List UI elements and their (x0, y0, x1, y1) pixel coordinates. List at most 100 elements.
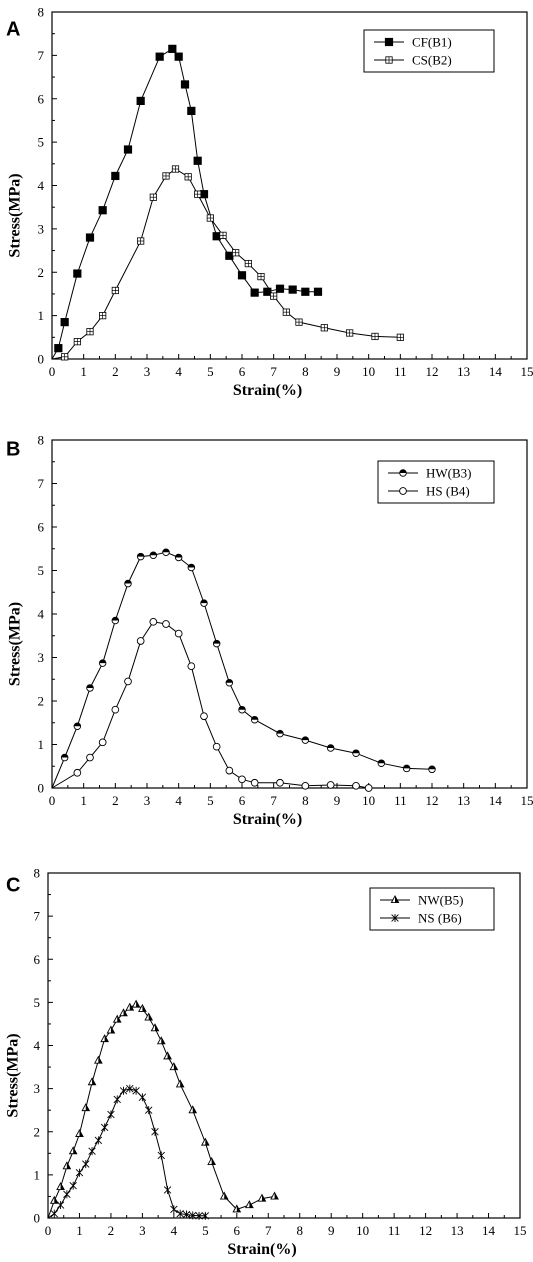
y-tick-label: 8 (34, 866, 41, 881)
data-point (168, 44, 177, 53)
x-tick-label: 14 (489, 364, 503, 379)
y-tick-label: 1 (34, 1167, 41, 1182)
data-point (275, 284, 285, 293)
data-point (326, 744, 335, 752)
data-point (86, 753, 94, 762)
data-point (207, 1157, 216, 1165)
data-point (85, 233, 95, 242)
data-point (82, 1160, 90, 1169)
data-point (138, 1003, 147, 1012)
series-1 (51, 44, 323, 360)
data-point (136, 637, 145, 645)
data-point (149, 617, 158, 626)
data-point (98, 738, 107, 747)
data-point (244, 259, 252, 268)
data-point (81, 1103, 91, 1112)
chart-panel-b: B0 1 2 3 4 5 6 7 8 9 10 11 12 13 14 15012345678Strain(%… (6, 433, 533, 829)
series-line (51, 551, 433, 789)
legend: HW(B3) HS (B4) (377, 460, 495, 504)
data-point (171, 165, 180, 173)
data-point (123, 145, 133, 154)
data-point (201, 1211, 210, 1220)
x-tick-label: 9 (334, 364, 341, 379)
x-tick-label: 13 (457, 793, 470, 808)
data-point (174, 629, 183, 638)
y-tick-label: 1 (38, 737, 45, 752)
x-tick-label: 0 (45, 1223, 52, 1238)
data-point (149, 551, 158, 560)
x-axis-title: Strain(%) (233, 811, 302, 828)
y-tick-label: 4 (38, 607, 45, 622)
data-point (94, 1136, 103, 1145)
panel-letter: B (6, 439, 20, 461)
x-tick-label: 1 (80, 364, 87, 379)
data-point (75, 1168, 84, 1177)
y-tick-label: 7 (38, 476, 45, 491)
data-point (182, 1210, 191, 1219)
data-point (144, 1106, 153, 1115)
legend-label: HW(B3) (426, 466, 472, 481)
data-point (301, 781, 310, 790)
x-tick-label: 4 (171, 1223, 178, 1238)
data-point (346, 329, 354, 337)
data-point (150, 1023, 160, 1032)
y-tick-label: 2 (38, 265, 45, 280)
y-tick-label: 7 (38, 48, 45, 63)
x-tick-label: 13 (451, 1223, 464, 1238)
data-point (250, 288, 259, 297)
x-tick-label: 2 (112, 793, 119, 808)
data-point (352, 781, 360, 790)
data-point (184, 173, 192, 181)
series-2 (47, 1084, 210, 1220)
data-point (257, 1193, 267, 1202)
x-tick-label: 3 (144, 793, 151, 808)
data-point (132, 1086, 140, 1095)
data-point (136, 552, 145, 561)
data-point (313, 287, 323, 296)
data-point (73, 722, 82, 730)
x-tick-label: 14 (482, 1223, 496, 1238)
data-point (73, 768, 82, 777)
data-point (54, 344, 63, 353)
data-point (124, 677, 132, 686)
data-point (75, 1128, 84, 1137)
series-2 (51, 617, 373, 792)
data-point (199, 190, 209, 199)
y-tick-label: 8 (38, 433, 45, 448)
y-tick-label: 5 (34, 995, 41, 1010)
data-point (301, 287, 310, 296)
x-tick-label: 10 (356, 1223, 369, 1238)
y-tick-label: 2 (34, 1124, 41, 1139)
data-point (174, 553, 183, 562)
legend: CF(B1) CS(B2) (363, 29, 495, 73)
data-point (187, 106, 196, 115)
data-point (371, 332, 379, 341)
series-line (51, 621, 369, 789)
data-point (225, 251, 234, 260)
data-point (98, 659, 107, 667)
x-tick-label: 3 (144, 364, 151, 379)
data-point (276, 778, 284, 787)
y-axis-title: Stress(MPa) (5, 1033, 22, 1117)
data-point (125, 1002, 135, 1011)
legend-marker (390, 895, 400, 904)
y-tick-label: 0 (38, 781, 45, 796)
data-point (301, 736, 310, 744)
data-point (138, 1093, 147, 1102)
data-point (276, 729, 284, 738)
data-point (60, 318, 69, 327)
x-tick-label: 0 (49, 793, 56, 808)
data-point (187, 662, 196, 671)
y-tick-label: 3 (38, 221, 45, 236)
data-point (93, 1055, 103, 1064)
data-point (250, 715, 259, 724)
legend-label: NW(B5) (418, 893, 464, 908)
legend-label: CF(B1) (412, 35, 452, 50)
y-tick-label: 0 (38, 352, 45, 367)
data-point (119, 1008, 128, 1017)
x-tick-label: 4 (175, 364, 182, 379)
data-point (402, 764, 411, 773)
x-tick-label: 8 (302, 364, 309, 379)
x-tick-label: 10 (362, 364, 375, 379)
